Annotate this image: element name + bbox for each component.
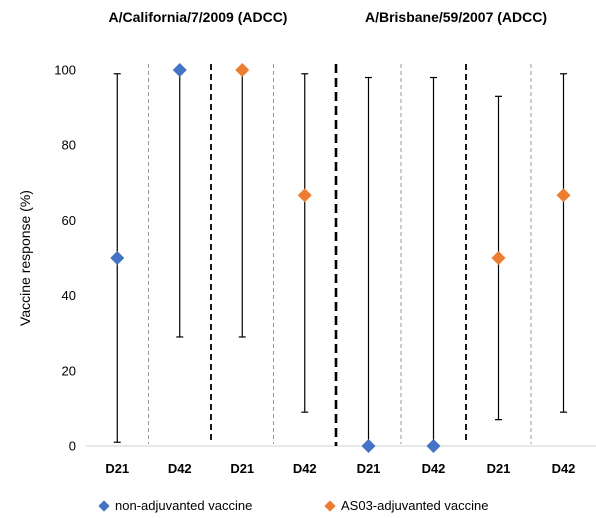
data-point-marker bbox=[110, 251, 125, 265]
chart-figure: 0 20 40 60 80 100 Vaccine response (%) A/Califo… bbox=[17, 9, 596, 476]
diamond-marker-icon bbox=[324, 499, 336, 512]
data-point-marker bbox=[361, 439, 376, 453]
data-point-marker bbox=[172, 63, 187, 77]
x-category-label: D21 bbox=[487, 461, 511, 476]
y-tick-label: 20 bbox=[62, 363, 76, 378]
data-point-marker bbox=[491, 251, 506, 265]
data-point-marker bbox=[426, 439, 441, 453]
panel-title: A/California/7/2009 (ADCC) bbox=[109, 9, 288, 25]
y-tick-label: 0 bbox=[69, 439, 76, 454]
chart-legend: non-adjuvanted vaccine AS03-adjuvanted v… bbox=[0, 496, 596, 518]
x-category-label: D21 bbox=[230, 461, 254, 476]
y-axis-label: Vaccine response (%) bbox=[17, 190, 33, 326]
x-category-label: D21 bbox=[357, 461, 381, 476]
y-tick-label: 80 bbox=[62, 138, 76, 153]
legend-label: non-adjuvanted vaccine bbox=[115, 498, 253, 513]
legend-item-as03-adjuvanted: AS03-adjuvanted vaccine bbox=[324, 498, 489, 513]
y-tick-label: 40 bbox=[62, 288, 76, 303]
x-category-label: D42 bbox=[422, 461, 446, 476]
x-category-label: D21 bbox=[105, 461, 129, 476]
data-point-marker bbox=[556, 188, 571, 203]
diamond-marker-icon bbox=[98, 499, 110, 512]
x-category-label: D42 bbox=[293, 461, 317, 476]
panel-title: A/Brisbane/59/2007 (ADCC) bbox=[365, 9, 547, 25]
legend-label: AS03-adjuvanted vaccine bbox=[341, 498, 489, 513]
y-tick-label: 60 bbox=[62, 213, 76, 228]
x-category-label: D42 bbox=[168, 461, 192, 476]
data-point-marker bbox=[297, 188, 312, 203]
legend-item-non-adjuvanted: non-adjuvanted vaccine bbox=[98, 498, 253, 513]
data-point-marker bbox=[235, 63, 250, 77]
x-category-label: D42 bbox=[552, 461, 576, 476]
y-tick-label: 100 bbox=[54, 63, 76, 78]
